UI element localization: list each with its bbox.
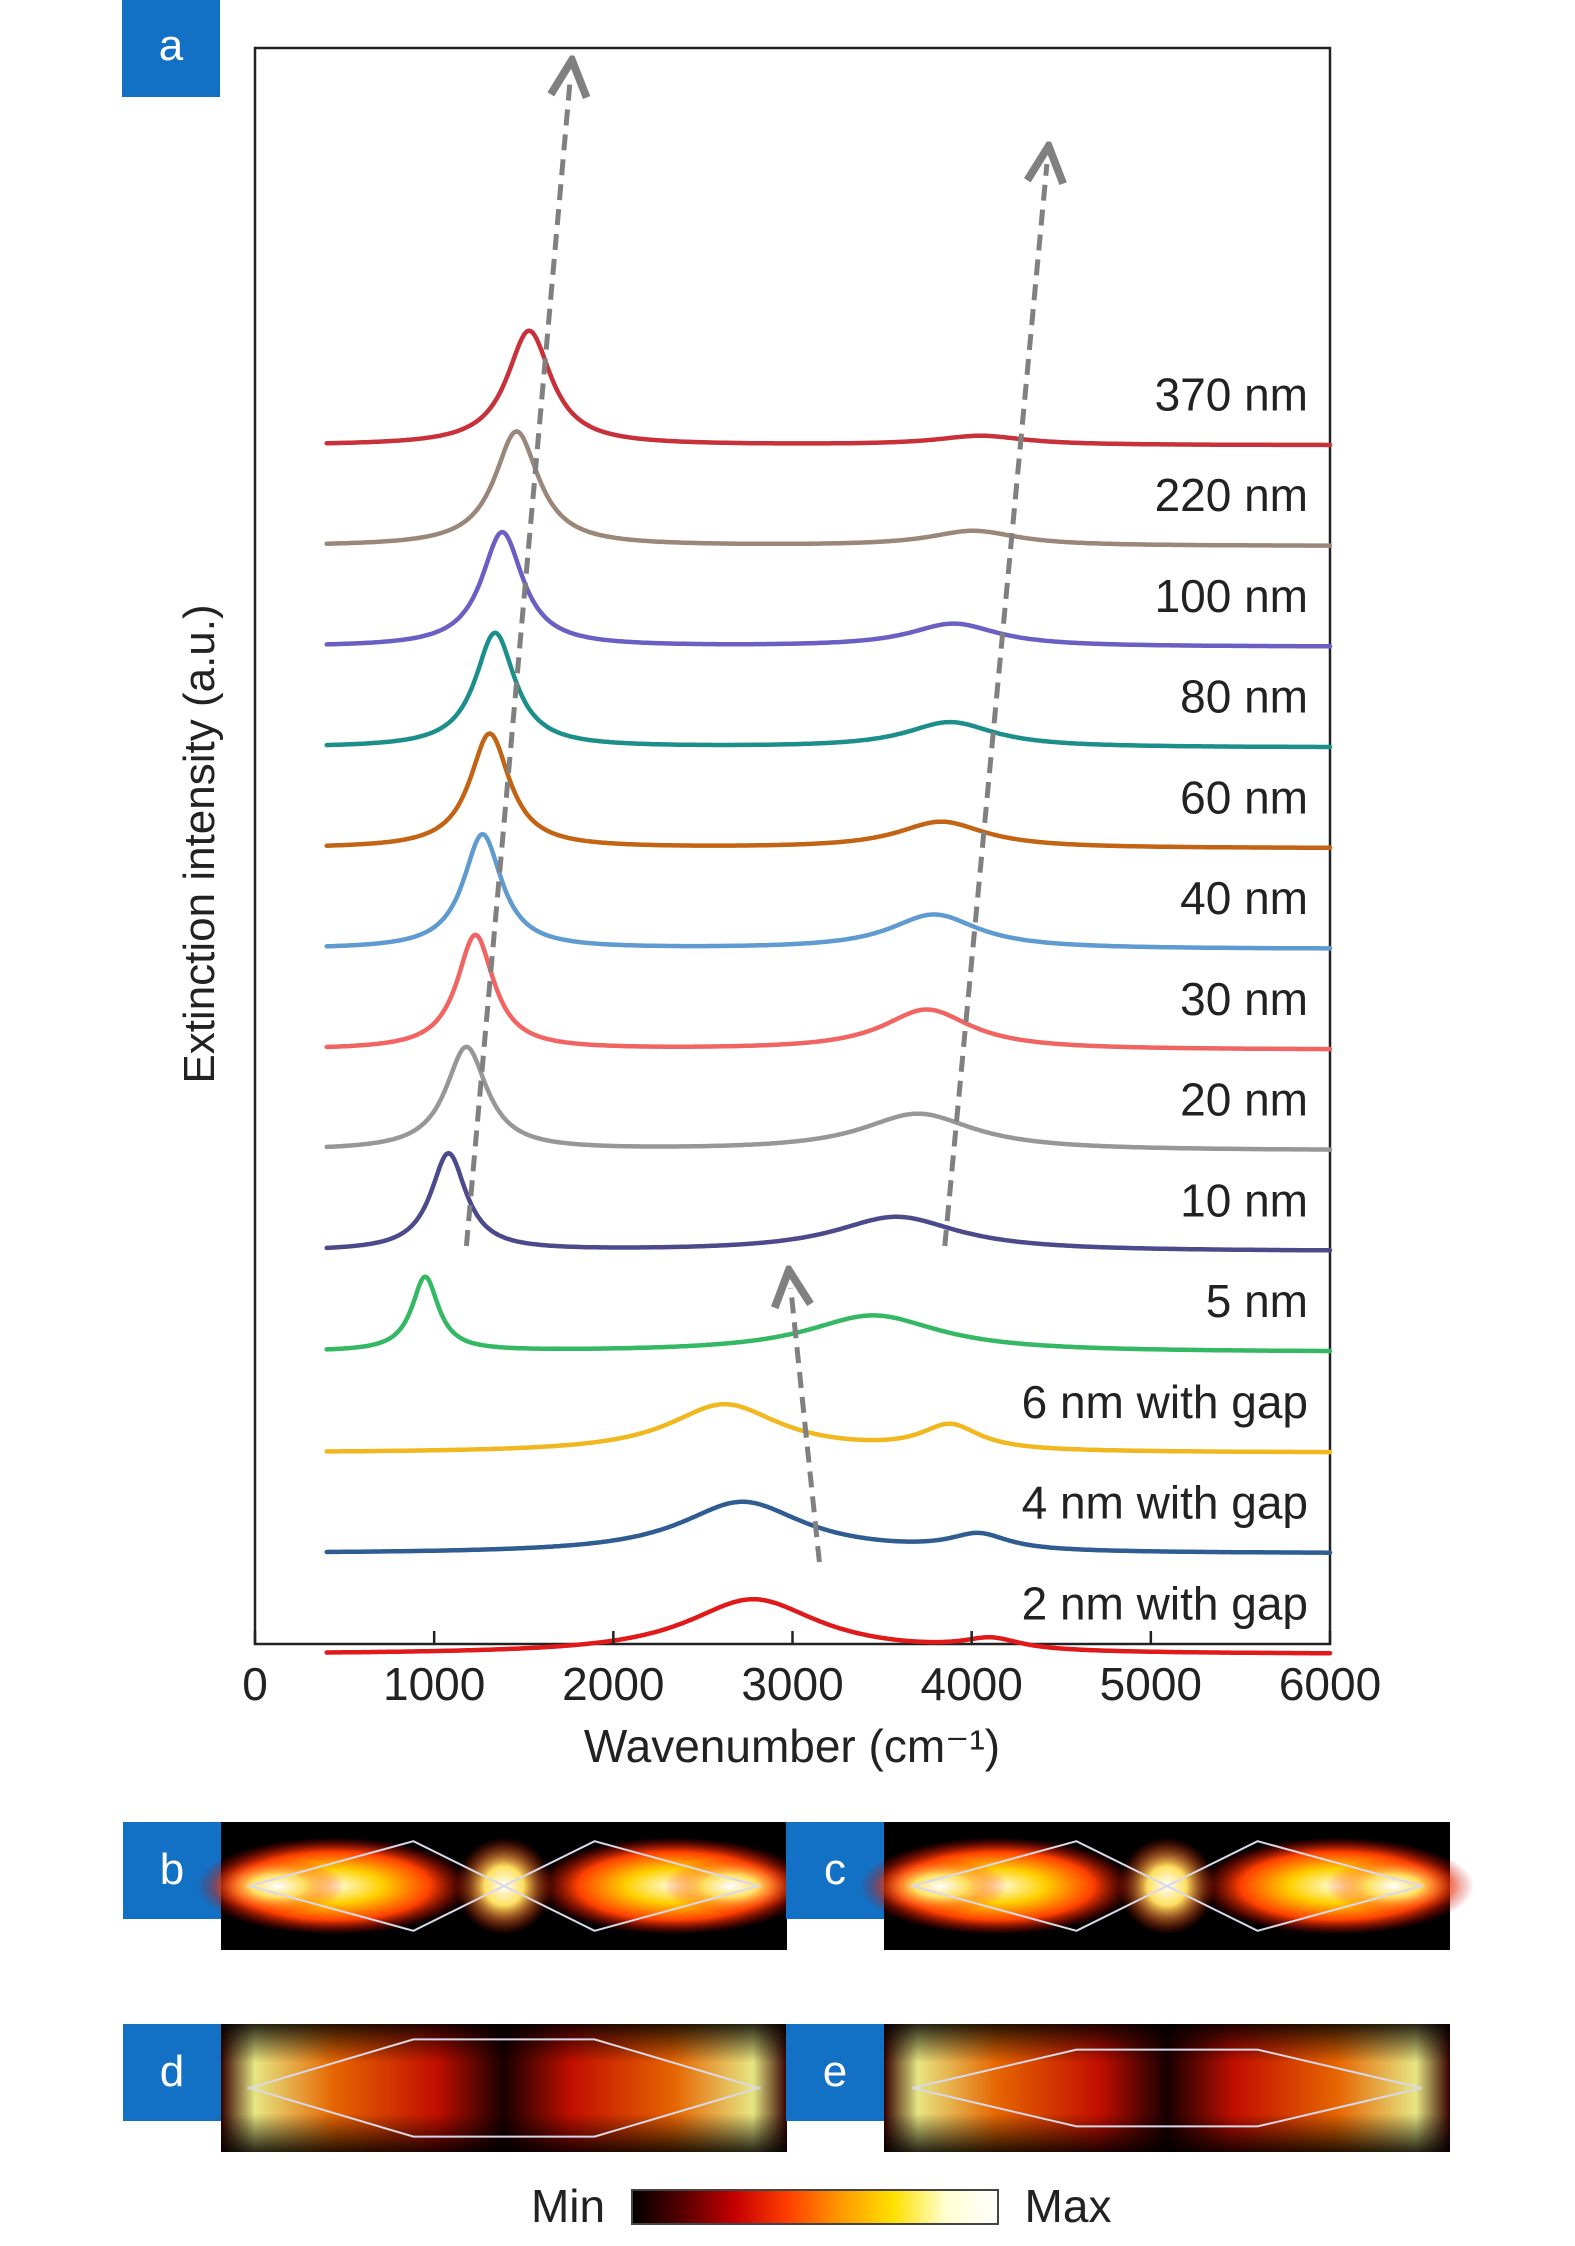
panel-b-label: b — [160, 1845, 184, 1894]
colorbar-min-label: Min — [531, 2180, 605, 2232]
series-line-100-nm — [324, 529, 1333, 649]
field-band-fade — [884, 2024, 1450, 2152]
x-tick-label-0: 0 — [242, 1658, 268, 1710]
series-label-10-nm: 10 nm — [1180, 1174, 1308, 1226]
series-line-40-nm — [324, 831, 1333, 951]
series-line-30-nm — [324, 932, 1333, 1052]
field-map-c: c — [786, 1822, 1475, 1950]
field-band-fade — [221, 2024, 787, 2152]
field-tip-hotspot — [1326, 1857, 1461, 1915]
series-line-5-nm — [324, 1274, 1333, 1354]
nanostructure-outline — [245, 2038, 763, 2138]
x-tick-label-6000: 6000 — [1279, 1658, 1381, 1710]
x-axis-ticks: 0 1000 2000 3000 4000 5000 6000 — [242, 1631, 1381, 1710]
series-label-5-nm: 5 nm — [1206, 1275, 1308, 1327]
series-line-60-nm — [324, 731, 1333, 851]
x-tick-label-4000: 4000 — [920, 1658, 1022, 1710]
field-tip-hotspot — [210, 1857, 345, 1915]
series-label-220-nm: 220 nm — [1155, 469, 1308, 521]
panel-c-label: c — [824, 1845, 846, 1894]
colorbar — [631, 2189, 999, 2225]
x-tick-label-1000: 1000 — [383, 1658, 485, 1710]
series-line-6-nm-with-gap — [324, 1401, 1333, 1455]
field-map-e: e — [786, 2024, 1450, 2152]
y-axis-label: Extinction intensity (a.u.) — [175, 604, 224, 1083]
panel-d-tag — [123, 2024, 221, 2121]
field-tip-hotspot — [873, 1857, 1008, 1915]
nanostructure-outline — [1164, 1840, 1426, 1932]
series-line-10-nm — [324, 1150, 1333, 1253]
panel-e-tag — [786, 2024, 884, 2121]
x-axis-label: Wavenumber (cm⁻¹) — [584, 1720, 1000, 1772]
series-line-20-nm — [324, 1044, 1333, 1152]
nanostructure-outline — [501, 1840, 763, 1932]
series-label-60-nm: 60 nm — [1180, 771, 1308, 823]
series-label-4-nm-with-gap: 4 nm with gap — [1022, 1477, 1308, 1529]
series-label-6-nm-with-gap: 6 nm with gap — [1022, 1376, 1308, 1428]
series-line-220-nm — [324, 429, 1333, 548]
trend-arrow-1 — [463, 78, 570, 1247]
series-line-4-nm-with-gap — [324, 1499, 1333, 1555]
panel-a-label: a — [159, 21, 184, 70]
field-map-panels: b c d e — [123, 1822, 1475, 2152]
trend-arrow-3 — [791, 1288, 822, 1563]
field-tip-hotspot — [663, 1857, 798, 1915]
series-label-370-nm: 370 nm — [1155, 368, 1308, 420]
series-line-80-nm — [324, 630, 1333, 750]
series-label-2-nm-with-gap: 2 nm with gap — [1022, 1577, 1308, 1629]
field-map-d: d — [123, 2024, 787, 2152]
nanostructure-outline — [912, 2048, 1422, 2128]
series-label-80-nm: 80 nm — [1180, 671, 1308, 723]
series-label-20-nm: 20 nm — [1180, 1074, 1308, 1126]
x-tick-label-3000: 3000 — [741, 1658, 843, 1710]
series-layer — [324, 328, 1333, 1656]
x-tick-label-2000: 2000 — [562, 1658, 664, 1710]
trend-arrows — [463, 78, 1047, 1563]
series-line-370-nm — [324, 328, 1333, 448]
series-label-40-nm: 40 nm — [1180, 872, 1308, 924]
panel-a-tag — [122, 0, 220, 97]
panel-e-label: e — [823, 2047, 847, 2096]
x-tick-label-5000: 5000 — [1100, 1658, 1202, 1710]
series-labels: 370 nm 220 nm 100 nm 80 nm 60 nm 40 nm 30 nm 20… — [1022, 368, 1308, 1629]
series-line-2-nm-with-gap — [324, 1596, 1333, 1656]
trend-arrow-2 — [942, 164, 1047, 1247]
panel-d-label: d — [160, 2047, 184, 2096]
series-label-100-nm: 100 nm — [1155, 570, 1308, 622]
colorbar-max-label: Max — [1025, 2180, 1112, 2232]
field-map-b: b — [123, 1822, 812, 1950]
series-label-30-nm: 30 nm — [1180, 973, 1308, 1025]
